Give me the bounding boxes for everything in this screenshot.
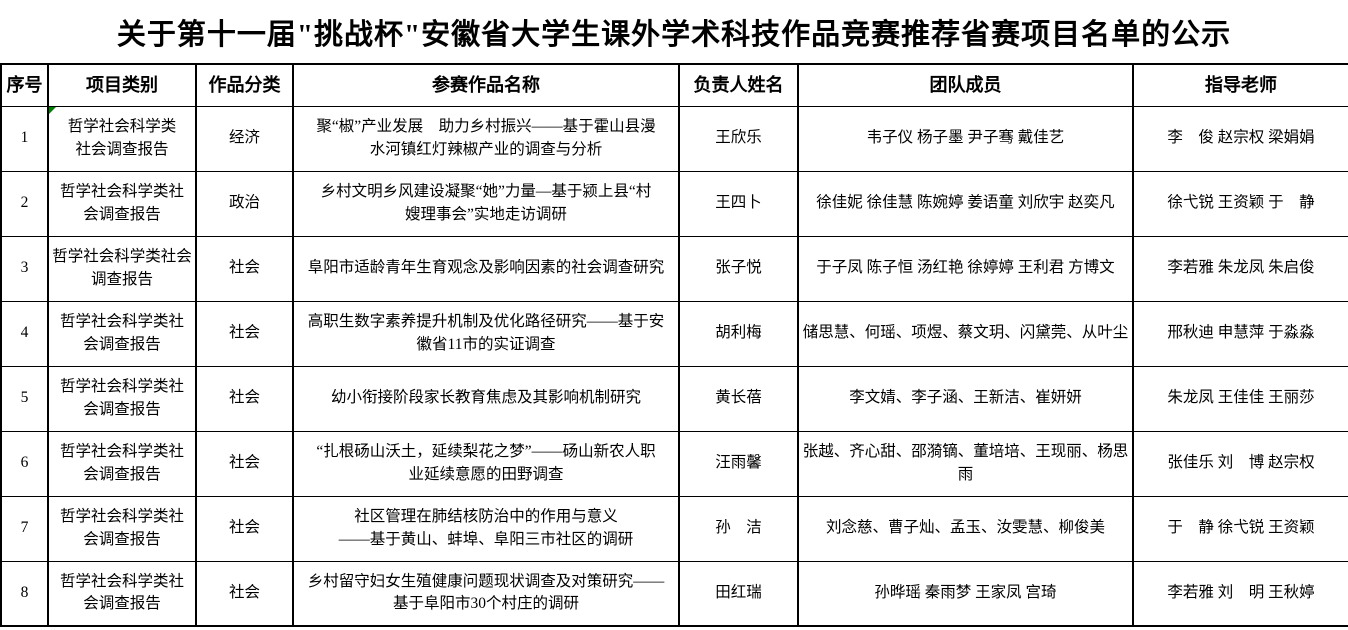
cell-leader: 胡利梅 bbox=[678, 300, 799, 367]
cell-category: 哲学社会科学类社 会调查报告 bbox=[47, 300, 197, 367]
cell-members: 于子凤 陈子恒 汤红艳 徐婷婷 王利君 方博文 bbox=[797, 235, 1134, 302]
table-row: 5 哲学社会科学类社 会调查报告 社会 幼小衔接阶段家长教育焦虑及其影响机制研究… bbox=[0, 365, 1348, 432]
col-header-name: 参赛作品名称 bbox=[292, 63, 680, 107]
cell-category: 哲学社会科学类社 会调查报告 bbox=[47, 170, 197, 237]
cell-teachers: 李 俊 赵宗权 梁娟娟 bbox=[1132, 105, 1348, 172]
col-header-members: 团队成员 bbox=[797, 63, 1134, 107]
cell-teachers: 张佳乐 刘 博 赵宗权 bbox=[1132, 430, 1348, 497]
cell-name: 社区管理在肺结核防治中的作用与意义 ——基于黄山、蚌埠、阜阳三市社区的调研 bbox=[292, 495, 680, 562]
table-row: 3 哲学社会科学类社会 调查报告 社会 阜阳市适龄青年生育观念及影响因素的社会调… bbox=[0, 235, 1348, 302]
cell-members: 张越、齐心甜、邵漪镝、董培培、王现丽、杨思雨 bbox=[797, 430, 1134, 497]
table-row: 7 哲学社会科学类社 会调查报告 社会 社区管理在肺结核防治中的作用与意义 ——… bbox=[0, 495, 1348, 562]
cell-name: 阜阳市适龄青年生育观念及影响因素的社会调查研究 bbox=[292, 235, 680, 302]
col-header-teachers: 指导老师 bbox=[1132, 63, 1348, 107]
cell-category: 哲学社会科学类社会 调查报告 bbox=[47, 235, 197, 302]
cell-leader: 王欣乐 bbox=[678, 105, 799, 172]
cell-leader: 王四卜 bbox=[678, 170, 799, 237]
excel-error-marker-icon bbox=[50, 107, 56, 114]
cell-category: 哲学社会科学类社 会调查报告 bbox=[47, 365, 197, 432]
cell-no: 7 bbox=[0, 495, 49, 562]
page-title: 关于第十一届"挑战杯"安徽省大学生课外学术科技作品竞赛推荐省赛项目名单的公示 bbox=[116, 18, 1232, 51]
table-row: 2 哲学社会科学类社 会调查报告 政治 乡村文明乡风建设凝聚“她”力量—基于颍上… bbox=[0, 170, 1348, 237]
cell-classification: 社会 bbox=[195, 235, 294, 302]
cell-classification: 经济 bbox=[195, 105, 294, 172]
col-header-category: 项目类别 bbox=[47, 63, 197, 107]
cell-leader: 张子悦 bbox=[678, 235, 799, 302]
table-row: 6 哲学社会科学类社 会调查报告 社会 “扎根砀山沃土，延续梨花之梦”——砀山新… bbox=[0, 430, 1348, 497]
cell-no: 8 bbox=[0, 560, 49, 627]
cell-teachers: 于 静 徐弋锐 王资颖 bbox=[1132, 495, 1348, 562]
cell-name: 幼小衔接阶段家长教育焦虑及其影响机制研究 bbox=[292, 365, 680, 432]
cell-members: 储思慧、何瑶、项煜、蔡文玥、闪黛莞、从叶尘 bbox=[797, 300, 1134, 367]
cell-category: 哲学社会科学类社 会调查报告 bbox=[47, 430, 197, 497]
cell-classification: 社会 bbox=[195, 300, 294, 367]
cell-leader: 汪雨馨 bbox=[678, 430, 799, 497]
cell-leader: 黄长蓓 bbox=[678, 365, 799, 432]
cell-category-text: 哲学社会科学类 社会调查报告 bbox=[67, 118, 177, 158]
cell-teachers: 李若雅 刘 明 王秋婷 bbox=[1132, 560, 1348, 627]
cell-classification: 社会 bbox=[195, 560, 294, 627]
cell-name: 乡村留守妇女生殖健康问题现状调查及对策研究—— 基于阜阳市30个村庄的调研 bbox=[292, 560, 680, 627]
cell-classification: 社会 bbox=[195, 365, 294, 432]
cell-leader: 田红瑞 bbox=[678, 560, 799, 627]
cell-classification: 社会 bbox=[195, 430, 294, 497]
cell-name: 聚“椒”产业发展 助力乡村振兴——基于霍山县漫 水河镇红灯辣椒产业的调查与分析 bbox=[292, 105, 680, 172]
cell-members: 李文婧、李子涵、王新洁、崔妍妍 bbox=[797, 365, 1134, 432]
table-row: 8 哲学社会科学类社 会调查报告 社会 乡村留守妇女生殖健康问题现状调查及对策研… bbox=[0, 560, 1348, 627]
col-header-classification: 作品分类 bbox=[195, 63, 294, 107]
cell-teachers: 朱龙凤 王佳佳 王丽莎 bbox=[1132, 365, 1348, 432]
cell-no: 1 bbox=[0, 105, 49, 172]
col-header-leader: 负责人姓名 bbox=[678, 63, 799, 107]
cell-name: 乡村文明乡风建设凝聚“她”力量—基于颍上县“村 嫂理事会”实地走访调研 bbox=[292, 170, 680, 237]
cell-leader: 孙 洁 bbox=[678, 495, 799, 562]
cell-teachers: 邢秋迪 申慧萍 于淼淼 bbox=[1132, 300, 1348, 367]
cell-no: 6 bbox=[0, 430, 49, 497]
cell-no: 5 bbox=[0, 365, 49, 432]
cell-no: 3 bbox=[0, 235, 49, 302]
cell-no: 4 bbox=[0, 300, 49, 367]
cell-category: 哲学社会科学类社 会调查报告 bbox=[47, 560, 197, 627]
table-header-row: 序号 项目类别 作品分类 参赛作品名称 负责人姓名 团队成员 指导老师 bbox=[0, 63, 1348, 107]
cell-category: 哲学社会科学类 社会调查报告 bbox=[47, 105, 197, 172]
table-row: 4 哲学社会科学类社 会调查报告 社会 高职生数字素养提升机制及优化路径研究——… bbox=[0, 300, 1348, 367]
cell-no: 2 bbox=[0, 170, 49, 237]
cell-classification: 社会 bbox=[195, 495, 294, 562]
cell-classification: 政治 bbox=[195, 170, 294, 237]
cell-name: “扎根砀山沃土，延续梨花之梦”——砀山新农人职 业延续意愿的田野调查 bbox=[292, 430, 680, 497]
table-row: 1 哲学社会科学类 社会调查报告 经济 聚“椒”产业发展 助力乡村振兴——基于霍… bbox=[0, 105, 1348, 172]
projects-table: 序号 项目类别 作品分类 参赛作品名称 负责人姓名 团队成员 指导老师 1 哲学… bbox=[0, 63, 1348, 627]
col-header-no: 序号 bbox=[0, 63, 49, 107]
cell-members: 韦子仪 杨子墨 尹子骞 戴佳艺 bbox=[797, 105, 1134, 172]
cell-members: 孙晔瑶 秦雨梦 王家凤 宫琦 bbox=[797, 560, 1134, 627]
cell-members: 刘念慈、曹子灿、孟玉、汝雯慧、柳俊美 bbox=[797, 495, 1134, 562]
cell-members: 徐佳妮 徐佳慧 陈婉婷 姜语童 刘欣宇 赵奕凡 bbox=[797, 170, 1134, 237]
cell-name: 高职生数字素养提升机制及优化路径研究——基于安 徽省11市的实证调查 bbox=[292, 300, 680, 367]
cell-category: 哲学社会科学类社 会调查报告 bbox=[47, 495, 197, 562]
cell-teachers: 徐弋锐 王资颖 于 静 bbox=[1132, 170, 1348, 237]
cell-teachers: 李若雅 朱龙凤 朱启俊 bbox=[1132, 235, 1348, 302]
